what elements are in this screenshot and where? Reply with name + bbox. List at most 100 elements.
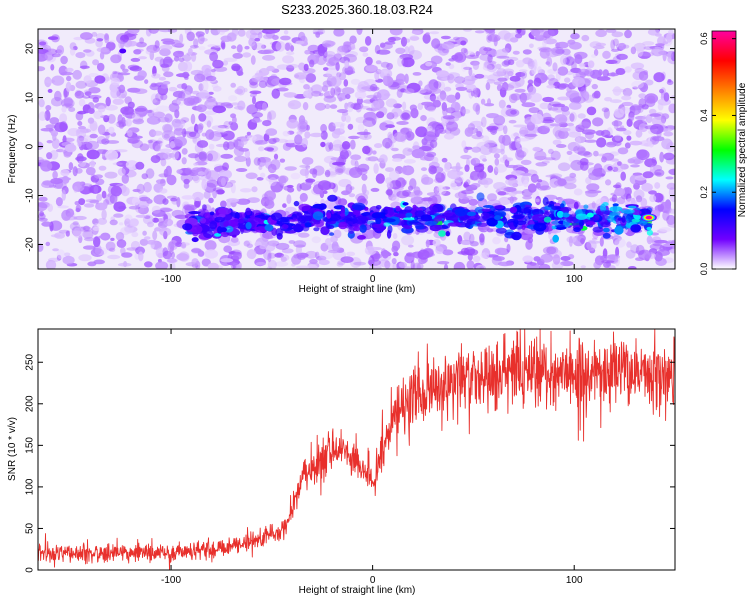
spectrogram-cell xyxy=(393,103,402,109)
spectrogram-cell xyxy=(544,122,555,129)
signal-cell xyxy=(481,208,491,212)
signal-cell xyxy=(292,224,304,233)
spectrogram-cell xyxy=(186,31,195,42)
spectrogram-cell xyxy=(454,76,466,84)
spectrogram-cell xyxy=(462,108,471,114)
spectrogram-cell xyxy=(320,141,326,148)
spectrogram-cell xyxy=(374,70,380,81)
spectrogram-cell xyxy=(231,265,236,269)
spectrogram-cell xyxy=(249,29,263,36)
spectrogram-cell xyxy=(45,124,56,129)
spectrogram-cell xyxy=(127,29,140,35)
spectrogram-cell xyxy=(488,30,496,35)
spectrogram-cell xyxy=(350,154,362,161)
spectrogram-cell xyxy=(173,127,185,136)
spectrogram-cell xyxy=(480,98,486,105)
spectrogram-cell xyxy=(374,143,383,149)
spectrogram-cell xyxy=(650,123,664,135)
spectrogram-cell xyxy=(232,52,243,59)
spectrogram-cell xyxy=(93,252,105,256)
spectrogram-cell xyxy=(332,161,346,166)
signal-cell xyxy=(445,231,450,237)
spectrogram-cell xyxy=(54,90,62,102)
spectrogram-cell xyxy=(638,249,652,261)
spectrogram-cell xyxy=(192,173,201,184)
spectrogram-cell xyxy=(486,34,492,43)
spectrogram-cell xyxy=(211,191,218,196)
spectrogram-cell xyxy=(152,111,165,119)
spectrogram-cell xyxy=(397,56,404,67)
spectrogram-cell xyxy=(667,222,675,228)
signal-cell xyxy=(412,204,417,211)
spectrogram-cell xyxy=(120,64,126,70)
spectrogram-cell xyxy=(492,71,506,77)
spectrogram-frame xyxy=(37,28,676,270)
spectrogram-cell xyxy=(246,104,258,115)
snr-xlabel: Height of straight line (km) xyxy=(299,585,416,596)
signal-cell xyxy=(592,226,604,233)
spectrogram-cell xyxy=(100,115,110,119)
spectrogram-cell xyxy=(94,247,108,256)
spectrogram-cell xyxy=(475,264,486,269)
spectrogram-cell xyxy=(455,86,468,91)
signal-cell xyxy=(371,213,382,219)
spectrogram-cell xyxy=(121,117,126,127)
spectrogram-cell xyxy=(50,64,55,71)
spectrogram-cell xyxy=(87,122,99,134)
spectrogram-cell xyxy=(220,35,232,43)
spectrogram-cell xyxy=(173,50,184,58)
spectrogram-cell xyxy=(520,159,532,166)
spectrogram-cell xyxy=(580,238,585,244)
spectrogram-cell xyxy=(106,140,120,144)
spectrogram-cell xyxy=(592,237,598,241)
spectrogram-cell xyxy=(579,158,589,166)
spectrogram-cell xyxy=(425,239,430,248)
spectrogram-cell xyxy=(461,140,467,149)
spectrogram-cell xyxy=(115,232,125,241)
spectrogram-cell xyxy=(72,221,79,226)
signal-cell xyxy=(199,217,207,224)
spectrogram-cell xyxy=(295,244,306,248)
spectrogram-cell xyxy=(591,83,598,90)
spectrogram-cell xyxy=(429,139,438,149)
colorbar-label: Normalized spectral amplitude xyxy=(737,82,748,217)
spectrogram-cell xyxy=(596,76,611,81)
spectrogram-cell xyxy=(568,41,582,50)
signal-cell xyxy=(245,222,252,230)
spectrogram-cell xyxy=(593,261,602,269)
spectrogram-cell xyxy=(341,141,351,150)
spectrogram-cell xyxy=(96,38,104,42)
signal-cell xyxy=(579,219,584,229)
spectrogram-cell xyxy=(280,256,287,262)
spectrogram-cell xyxy=(127,129,133,138)
spectrogram-cell xyxy=(158,29,173,33)
spectrogram-cell xyxy=(667,208,675,214)
spectrogram-cell xyxy=(666,182,675,190)
spectrogram-cell xyxy=(468,198,478,206)
y-tick-label: 0 xyxy=(25,143,36,149)
spectrogram-cell xyxy=(528,107,540,114)
spectrogram-cell xyxy=(584,131,595,140)
spectrogram-cell xyxy=(485,50,497,56)
signal-cell xyxy=(493,205,505,210)
spectrogram-cell xyxy=(552,62,558,72)
spectrogram-cell xyxy=(422,252,435,258)
signal-cell xyxy=(600,221,611,228)
spectrogram-cell xyxy=(108,247,116,252)
spectrogram-cell xyxy=(666,51,674,59)
spectrogram-cell xyxy=(480,252,490,259)
spectrogram-cell xyxy=(443,86,452,92)
signal-cell xyxy=(573,201,579,210)
figure-title: S233.2025.360.18.03.R24 xyxy=(281,2,433,17)
spectrogram-cell xyxy=(479,266,485,269)
spectrogram-cell xyxy=(410,191,415,199)
spectrogram-cell xyxy=(155,261,169,269)
spectrogram-cell xyxy=(98,165,107,171)
spectrogram-cell xyxy=(596,137,607,148)
spectrogram-cell xyxy=(385,141,390,150)
spectrogram-cell xyxy=(626,241,632,248)
spectrogram-cell xyxy=(410,108,419,119)
spectrogram-cell xyxy=(60,169,70,177)
signal-cell xyxy=(551,205,562,211)
